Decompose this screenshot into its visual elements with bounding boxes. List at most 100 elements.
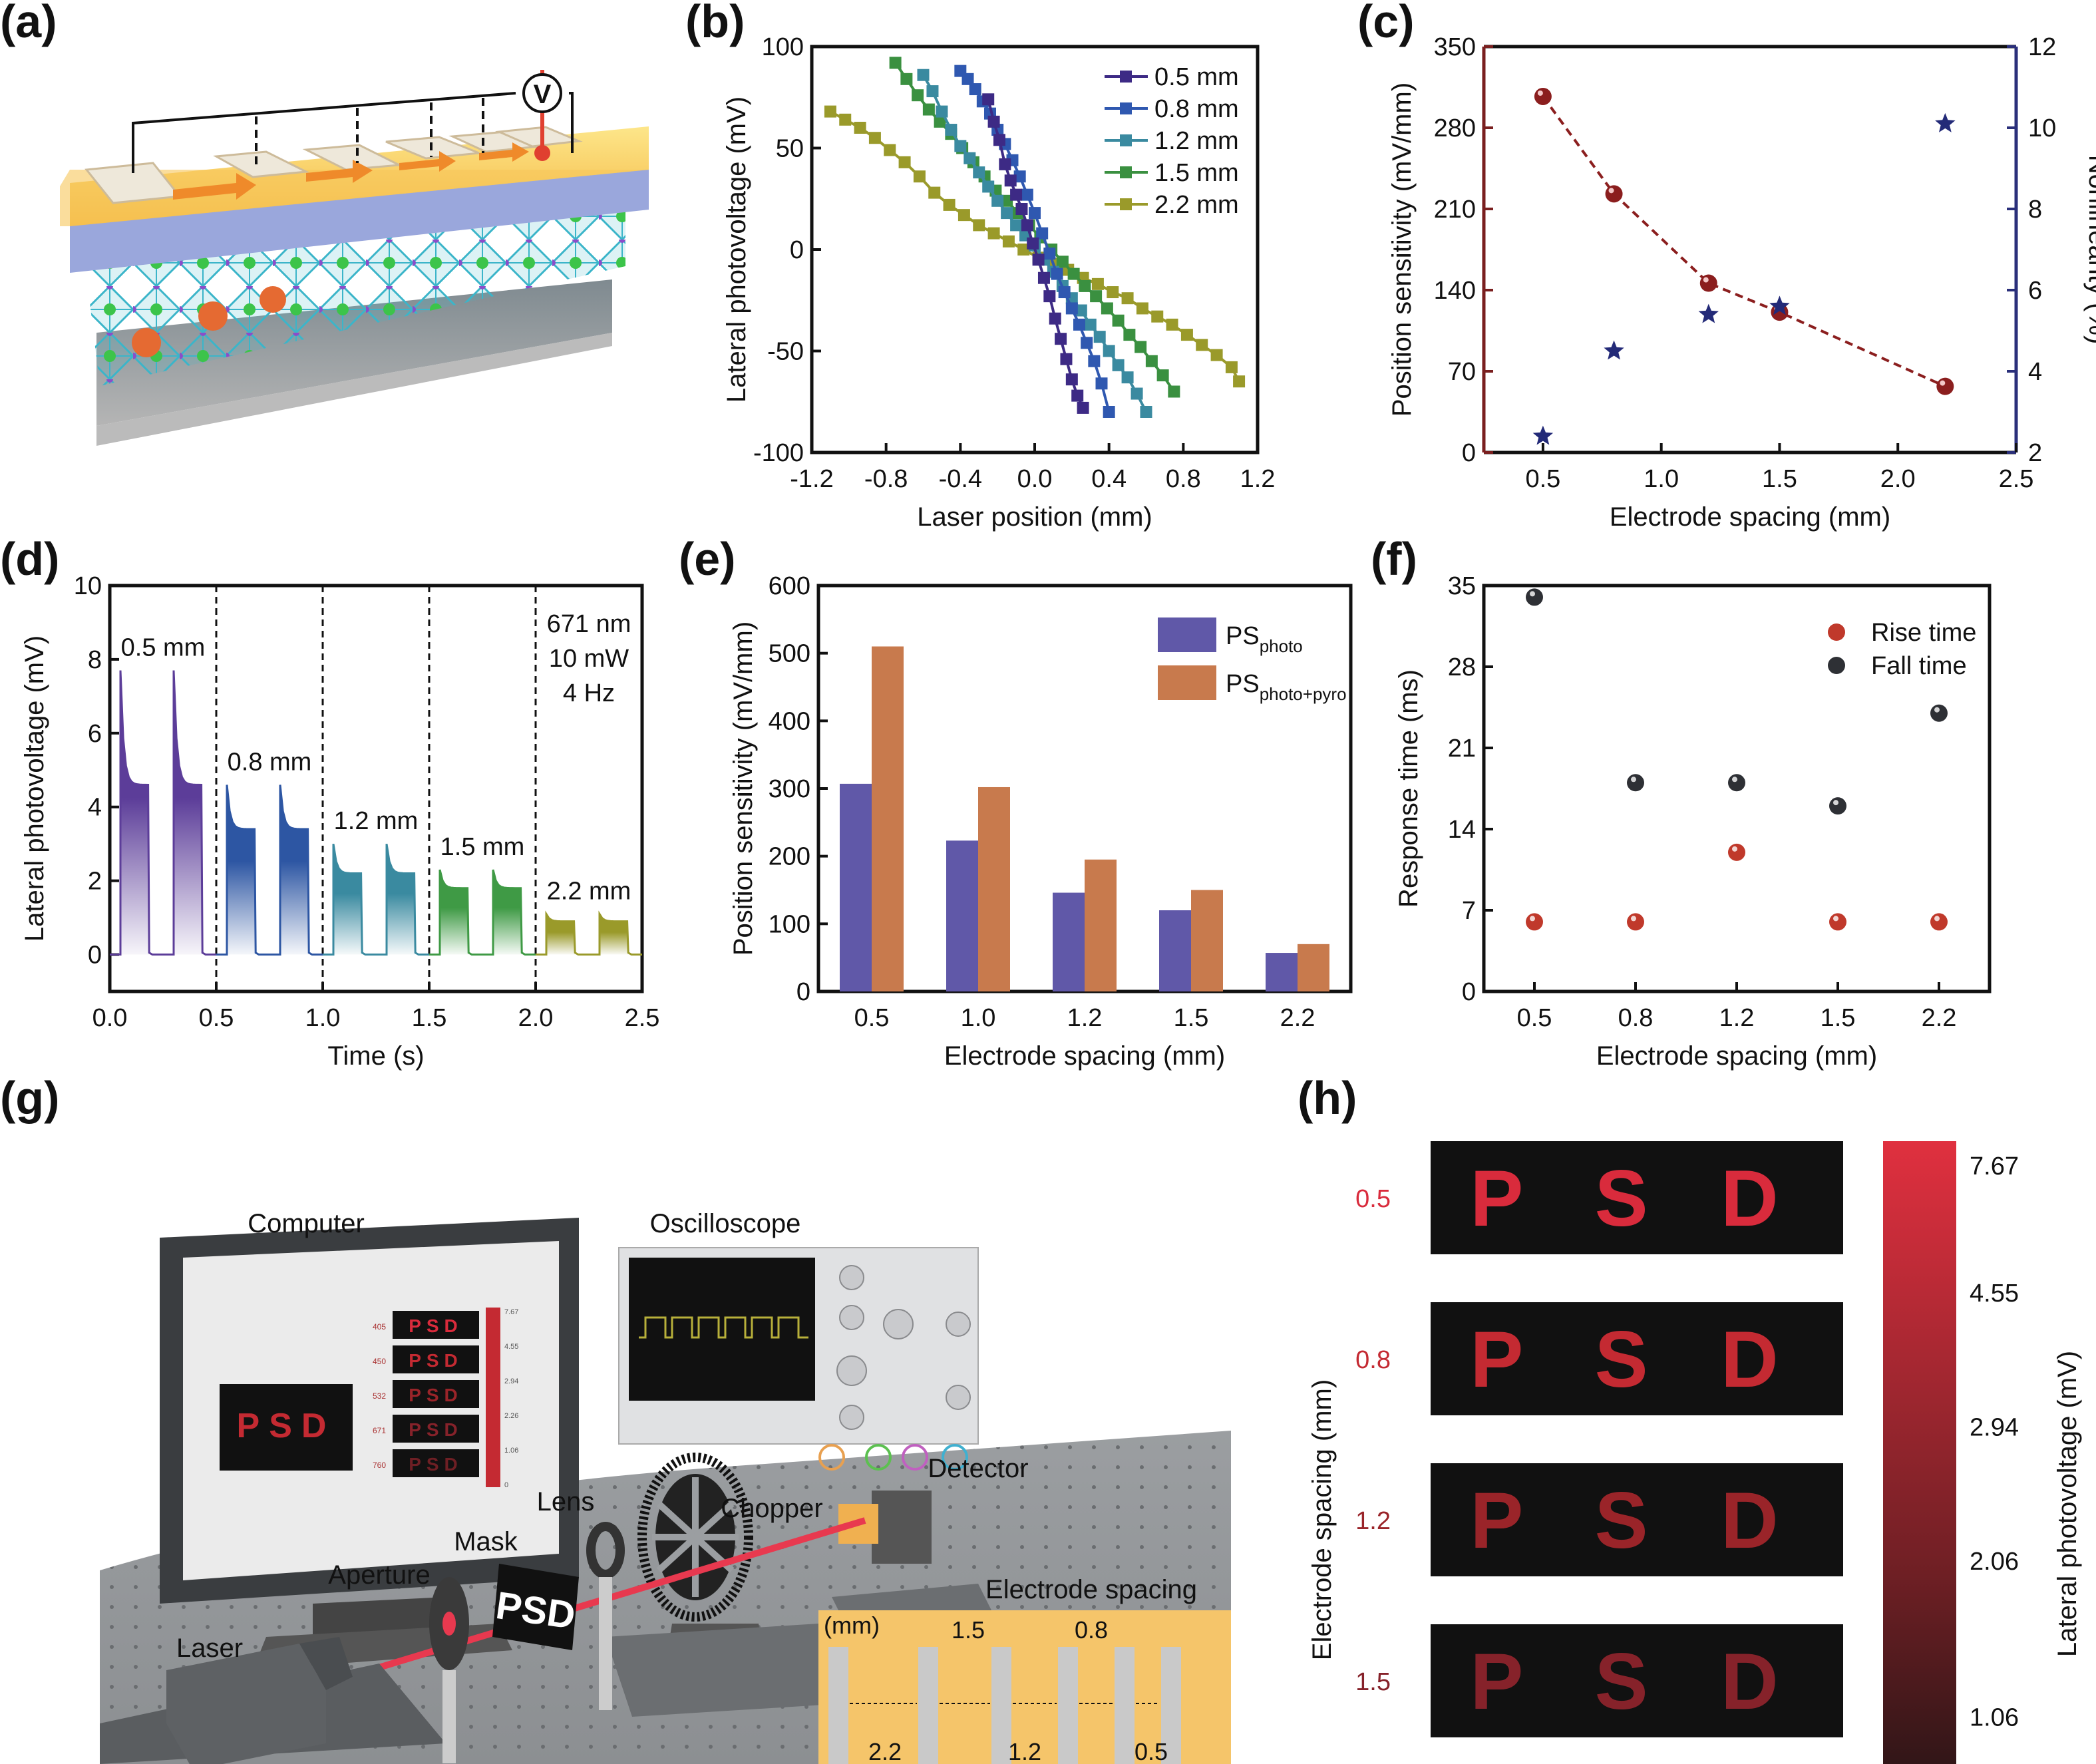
y-tick-label: 8 <box>88 646 102 674</box>
y-tick-label: 0 <box>1462 978 1476 1006</box>
data-point <box>973 166 985 179</box>
bar-photo+pyro <box>1298 944 1329 991</box>
panel-label-e: (e) <box>679 533 736 585</box>
data-point <box>1101 302 1113 315</box>
data-point <box>1037 271 1050 284</box>
data-point <box>1002 235 1015 248</box>
x-axis-title: Time (s) <box>327 1041 424 1071</box>
oscilloscope-trace <box>639 1316 808 1339</box>
x-tick-label: 2.0 <box>518 1004 554 1032</box>
point-Rise-time <box>1627 913 1644 931</box>
screen-colorbar-label: 2.26 <box>504 1412 518 1420</box>
panel-label-g: (g) <box>0 1072 60 1124</box>
inset-unit: (mm) <box>824 1612 880 1639</box>
sphere-highlight <box>1934 916 1940 922</box>
y-tick-label: 200 <box>769 843 810 871</box>
bar-photo+pyro <box>1191 890 1223 991</box>
y-tick-label: 12 <box>2028 33 2056 61</box>
laser-spot <box>534 145 550 161</box>
panel-label-a: (a) <box>0 0 57 47</box>
y-tick-label: 7 <box>1462 897 1476 925</box>
y-tick-label: 50 <box>776 135 804 163</box>
trace-line <box>429 869 536 956</box>
panel-label-d: (d) <box>0 533 60 585</box>
chart-f-response-time: 0 7 14 21 28 35 0.5 0.8 1.2 1.5 2.2 Electrode spaci… <box>1394 572 1992 1071</box>
x-tick-label: 0.5 <box>1525 465 1560 493</box>
legend-marker <box>1120 102 1132 114</box>
y-tick-label: 0 <box>796 978 810 1006</box>
legend-marker <box>1120 198 1132 210</box>
legend-label: 0.8 mm <box>1154 95 1239 123</box>
x-tick-label: 1.5 <box>1174 1004 1209 1032</box>
data-point <box>1210 349 1223 361</box>
sphere-highlight <box>1833 800 1838 806</box>
chart-h-psd-images: P S D0.5P S D0.8P S D1.2P S D1.5P S D2.2… <box>1308 1141 2082 1764</box>
y-tick-label: 0 <box>790 236 804 264</box>
x-tick-label: 1.2 <box>1719 1004 1755 1032</box>
legend-label: 2.2 mm <box>1154 191 1239 219</box>
cation-sphere <box>260 286 286 313</box>
data-point <box>945 124 958 136</box>
data-point <box>1107 286 1119 299</box>
x-tick-label: 2.0 <box>1880 465 1916 493</box>
substrate <box>96 279 612 426</box>
data-point <box>854 122 866 134</box>
y-tick-label: 4 <box>2028 358 2042 386</box>
buffer-layer <box>70 166 649 273</box>
data-point <box>1027 237 1039 250</box>
data-point <box>1060 353 1073 365</box>
data-point <box>1081 337 1093 349</box>
label-chopper: Chopper <box>721 1494 822 1523</box>
data-point <box>1010 188 1023 201</box>
legend-label: 1.5 mm <box>1154 159 1239 187</box>
sensitivity-line <box>1542 95 1946 388</box>
point-Fall-time <box>1526 588 1543 606</box>
trace-0.8-mm: 0.8 mm <box>216 748 323 956</box>
y-tick-label: 210 <box>1434 196 1476 224</box>
y-tick-label: 140 <box>1434 277 1476 305</box>
y-axis-title: Electrode spacing (mm) <box>1308 1379 1337 1660</box>
screen-row-text: PSD <box>409 1350 463 1371</box>
data-point <box>1112 314 1125 327</box>
computer-monitor: PSD PSD 405 PSD 450 PSD 532 PSD 671 PSD 760 7.67 4.… <box>160 1218 579 1670</box>
data-point <box>922 103 935 116</box>
x-tick-label: 1.5 <box>412 1004 447 1032</box>
nonlinearity-star <box>1604 340 1624 360</box>
panel-label-b: (b) <box>685 0 745 47</box>
y-tick-label: 100 <box>762 33 804 61</box>
label-aperture: Aperture <box>328 1560 430 1590</box>
panel-label-c: (c) <box>1357 0 1415 47</box>
screen-heatmap-rows: PSD 405 PSD 450 PSD 532 PSD 671 PSD 760 7.67 4.55 2.… <box>373 1308 518 1489</box>
data-point <box>1010 219 1023 232</box>
data-point <box>936 105 948 118</box>
psd-letters: P S D <box>1470 1637 1803 1726</box>
data-point <box>1049 312 1061 325</box>
y-tick-label: 35 <box>1448 572 1476 600</box>
sphere-highlight <box>1537 90 1543 96</box>
y-tick-label: -50 <box>767 338 804 366</box>
screen-row-label: 532 <box>373 1391 386 1401</box>
legend-swatch <box>1158 617 1216 652</box>
screen-psd-text: PSD <box>237 1407 336 1445</box>
data-point <box>1043 248 1056 260</box>
y-tick-label: 2 <box>2028 439 2042 467</box>
y-tick-label: 2 <box>88 868 102 896</box>
data-point <box>1051 267 1063 280</box>
data-point <box>987 227 1000 240</box>
x-axis-title: Electrode spacing (mm) <box>1610 502 1890 532</box>
data-point <box>963 152 976 164</box>
data-point <box>1032 254 1045 266</box>
data-point <box>917 69 930 81</box>
point-Rise-time <box>1930 913 1948 931</box>
condition-annotation: 671 nm <box>547 610 631 638</box>
trace-label: 2.2 mm <box>547 877 631 905</box>
x-tick-label: 0.5 <box>854 1004 890 1032</box>
y-tick-label: 0 <box>1462 439 1476 467</box>
data-point <box>1021 188 1033 201</box>
data-point <box>900 73 913 85</box>
screen-row-image <box>393 1449 479 1477</box>
data-point <box>926 85 939 98</box>
data-point <box>934 115 946 128</box>
colorbar-tick-label: 2.06 <box>1970 1548 2019 1576</box>
inset-top-label: 0.8 <box>1075 1616 1108 1644</box>
